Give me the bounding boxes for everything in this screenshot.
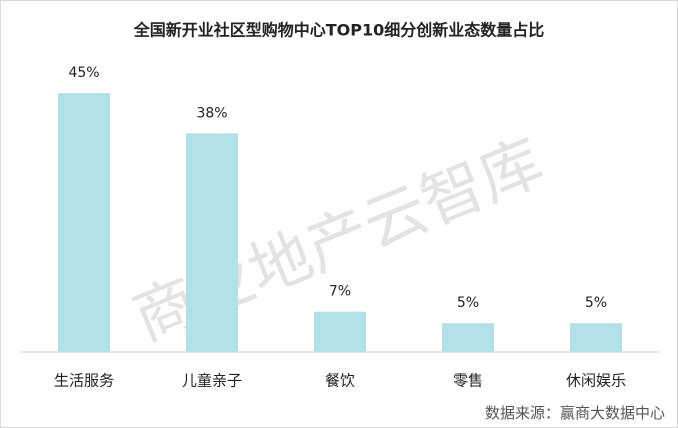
value-label: 45%: [68, 65, 99, 81]
bar: [442, 323, 494, 352]
x-tick-label: 零售: [453, 372, 483, 390]
value-label: 5%: [585, 295, 607, 311]
chart-title: 全国新开业社区型购物中心TOP10细分创新业态数量占比: [133, 21, 545, 40]
bar: [186, 133, 238, 352]
x-tick-label: 儿童亲子: [182, 372, 242, 390]
value-label: 5%: [457, 295, 479, 311]
bar: [58, 93, 110, 352]
value-label: 7%: [329, 284, 351, 300]
bar: [570, 323, 622, 352]
value-label: 38%: [196, 105, 227, 121]
x-tick-label: 生活服务: [54, 372, 114, 390]
x-tick-label: 休闲娱乐: [566, 372, 626, 390]
source: 数据来源：赢商大数据中心: [485, 404, 665, 422]
x-tick-label: 餐饮: [325, 372, 355, 390]
bar: [314, 311, 366, 352]
